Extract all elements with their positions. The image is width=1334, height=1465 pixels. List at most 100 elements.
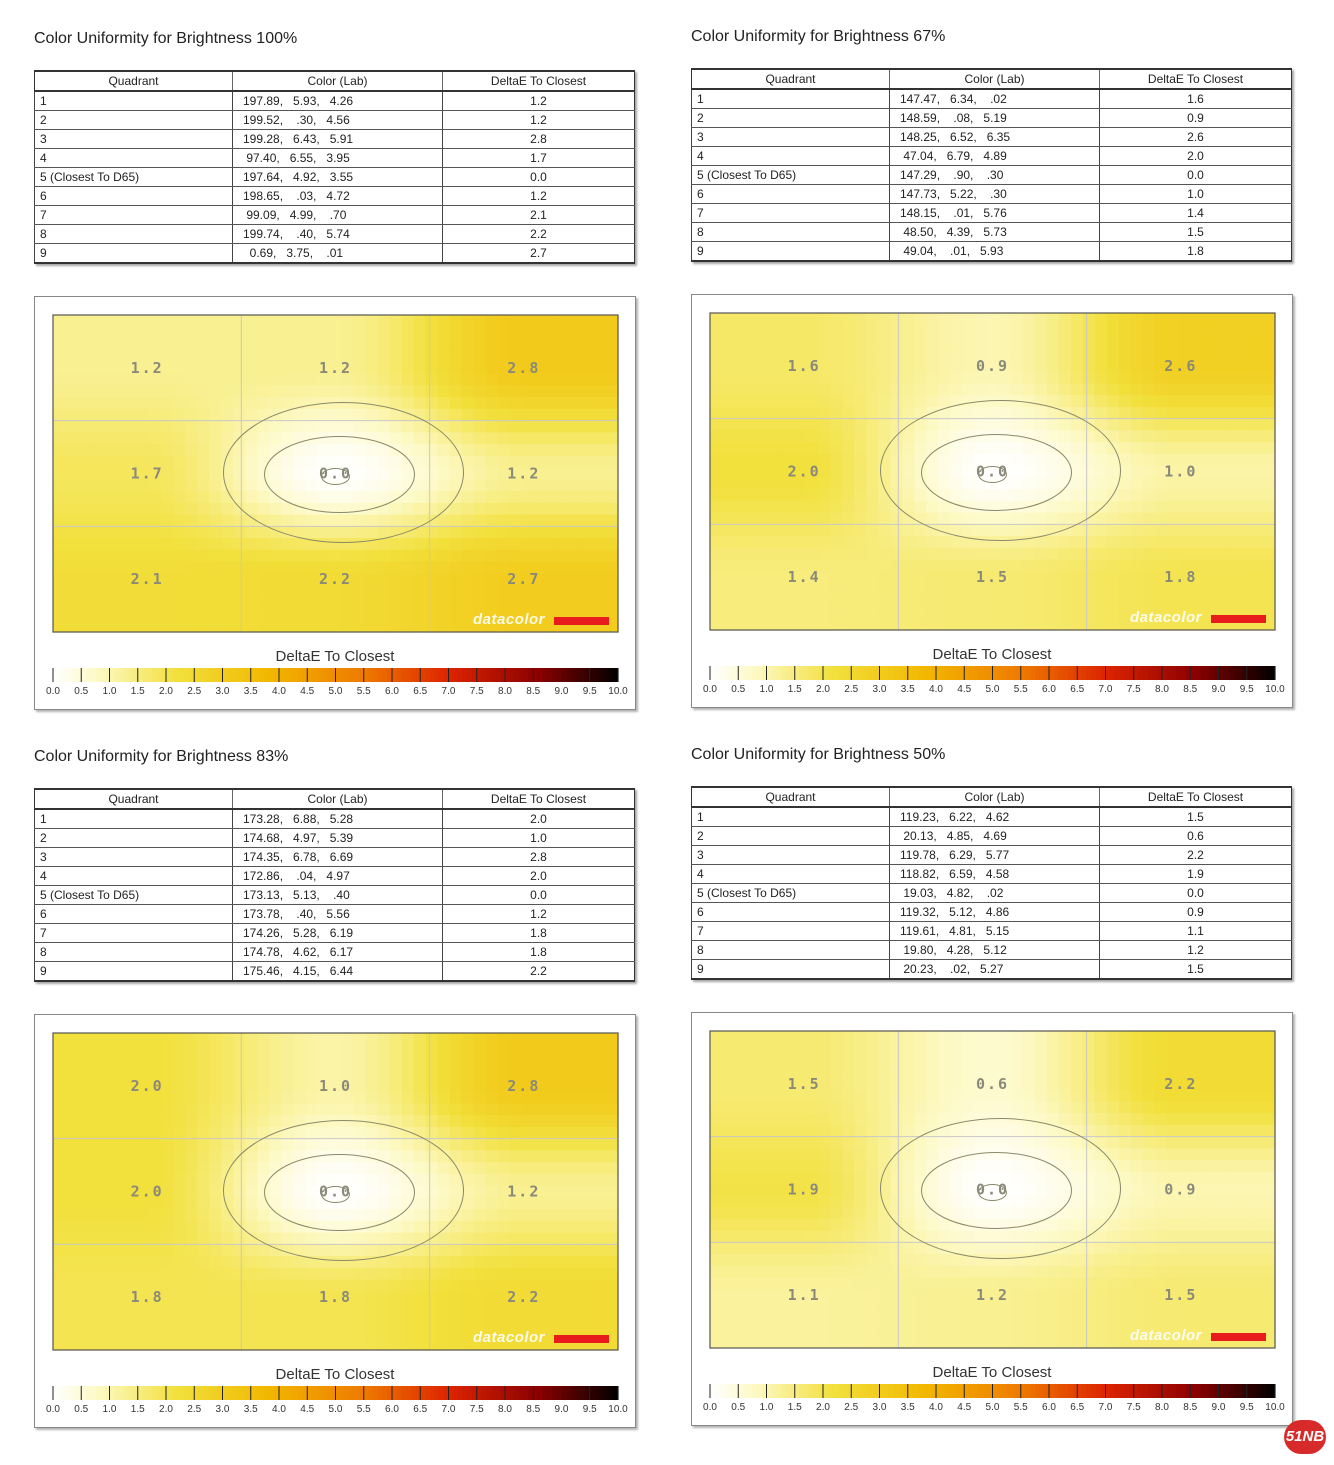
scale-tick-label: 4.5 <box>300 686 314 697</box>
heatmap-cell <box>950 583 964 596</box>
heatmap-cell <box>605 549 619 563</box>
heatmap-cell <box>914 371 927 385</box>
scale-segment <box>340 668 346 682</box>
heatmap-cell <box>449 502 463 516</box>
heatmap-cell <box>425 1091 439 1105</box>
heatmap-cell <box>974 1042 988 1056</box>
heatmap-cell <box>113 1314 126 1328</box>
heatmap-cell <box>890 418 903 432</box>
heatmap-cell <box>353 326 367 340</box>
scale-segment <box>936 666 942 680</box>
heatmap-cell <box>557 326 571 340</box>
heatmap-cell <box>197 350 210 363</box>
heatmap-cell <box>389 326 403 340</box>
heatmap-cell <box>449 1103 463 1116</box>
heatmap-cell <box>866 547 879 561</box>
heatmap-cell <box>605 455 619 469</box>
heatmap-cell <box>1154 371 1168 385</box>
heatmap-cell <box>521 315 535 328</box>
heatmap-cell <box>377 1185 391 1198</box>
scale-segment <box>505 668 511 682</box>
heatmap-cell <box>854 583 867 596</box>
heatmap-cell <box>914 606 927 619</box>
heatmap-cell <box>1106 618 1120 631</box>
heatmap-cell <box>473 373 487 387</box>
heatmap-cell <box>161 1197 174 1210</box>
deltae-cell: 0.9 <box>1099 108 1292 128</box>
heatmap-cell <box>257 444 270 457</box>
heatmap-cell <box>914 1113 927 1126</box>
heatmap-cell <box>233 1185 246 1198</box>
heatmap-cell <box>746 1042 759 1056</box>
plot-border <box>52 1032 619 1351</box>
scale-segment <box>1016 666 1022 680</box>
heatmap-cell <box>1022 1136 1036 1150</box>
scale-segment <box>335 1386 341 1400</box>
scale-segment <box>123 1386 129 1400</box>
heatmap-cell <box>569 361 583 375</box>
heatmap-cell <box>1094 571 1108 584</box>
heatmap-cell <box>413 1314 427 1328</box>
heatmap-cell <box>794 489 807 502</box>
heatmap-cell <box>950 547 964 561</box>
heatmap-cell <box>509 1173 523 1187</box>
heatmap-cell <box>746 453 759 467</box>
heatmap-cell <box>593 1197 607 1210</box>
scale-segment <box>274 1386 280 1400</box>
scale-segment <box>260 1386 266 1400</box>
heatmap-cell <box>866 1113 879 1126</box>
heatmap-cell <box>1070 430 1084 443</box>
heatmap-cell <box>1022 618 1036 631</box>
heatmap-cell <box>209 1162 222 1175</box>
heatmap-cell <box>161 385 174 398</box>
heatmap-cell <box>722 524 735 537</box>
heatmap-cell <box>197 1068 210 1081</box>
heatmap-cell <box>1238 536 1252 549</box>
heatmap-cell <box>293 1256 307 1269</box>
scale-segment <box>1006 666 1012 680</box>
scale-segment <box>387 1386 393 1400</box>
heatmap-cell <box>437 444 451 457</box>
heatmap-cell <box>329 467 343 480</box>
heatmap-cell <box>89 1033 102 1046</box>
heatmap-cell <box>209 620 222 633</box>
heatmap-cell <box>545 455 559 469</box>
heatmap-cell <box>101 361 114 375</box>
heatmap-cell <box>758 383 771 396</box>
heatmap-cell <box>962 547 976 561</box>
heatmap-cell <box>173 1079 186 1093</box>
scale-segment <box>100 668 106 682</box>
heatmap-cell <box>770 500 783 514</box>
heatmap-cell <box>545 514 559 527</box>
heatmap-cell <box>137 408 150 422</box>
heatmap-cell <box>473 1044 487 1058</box>
heatmap-cell <box>461 1326 475 1339</box>
scale-segment <box>217 668 224 682</box>
heatmap-cell <box>1082 606 1096 619</box>
heatmap-cell <box>353 1291 367 1304</box>
heatmap-cell <box>1058 477 1072 490</box>
heatmap-cell <box>914 324 927 338</box>
heatmap-cell <box>557 491 571 504</box>
scale-segment <box>76 1386 82 1400</box>
heatmap-cell <box>401 1338 415 1351</box>
heatmap-cell <box>509 1303 523 1316</box>
heatmap-cell <box>233 1056 246 1069</box>
heatmap-cell <box>1082 430 1096 443</box>
heatmap-cell <box>413 1326 427 1339</box>
heatmap-cell <box>89 585 102 598</box>
heatmap-cell <box>341 1115 355 1128</box>
heatmap-cell <box>101 1033 114 1046</box>
quadrant-table: Quadrant Color (Lab) DeltaE To Closest 1 147… <box>691 68 1292 262</box>
heatmap-cell <box>353 1185 367 1198</box>
heatmap-cell <box>521 1150 535 1163</box>
heatmap-cell <box>221 1326 234 1339</box>
heatmap-cell <box>509 1126 523 1140</box>
heatmap-cell <box>1250 547 1264 561</box>
heatmap-cell <box>341 455 355 469</box>
scale-segment <box>987 666 994 680</box>
quadrant-cell: 4 <box>691 864 890 884</box>
heatmap-cell <box>425 549 439 563</box>
heatmap-cell <box>1046 371 1060 385</box>
heatmap-cell <box>89 1220 102 1234</box>
